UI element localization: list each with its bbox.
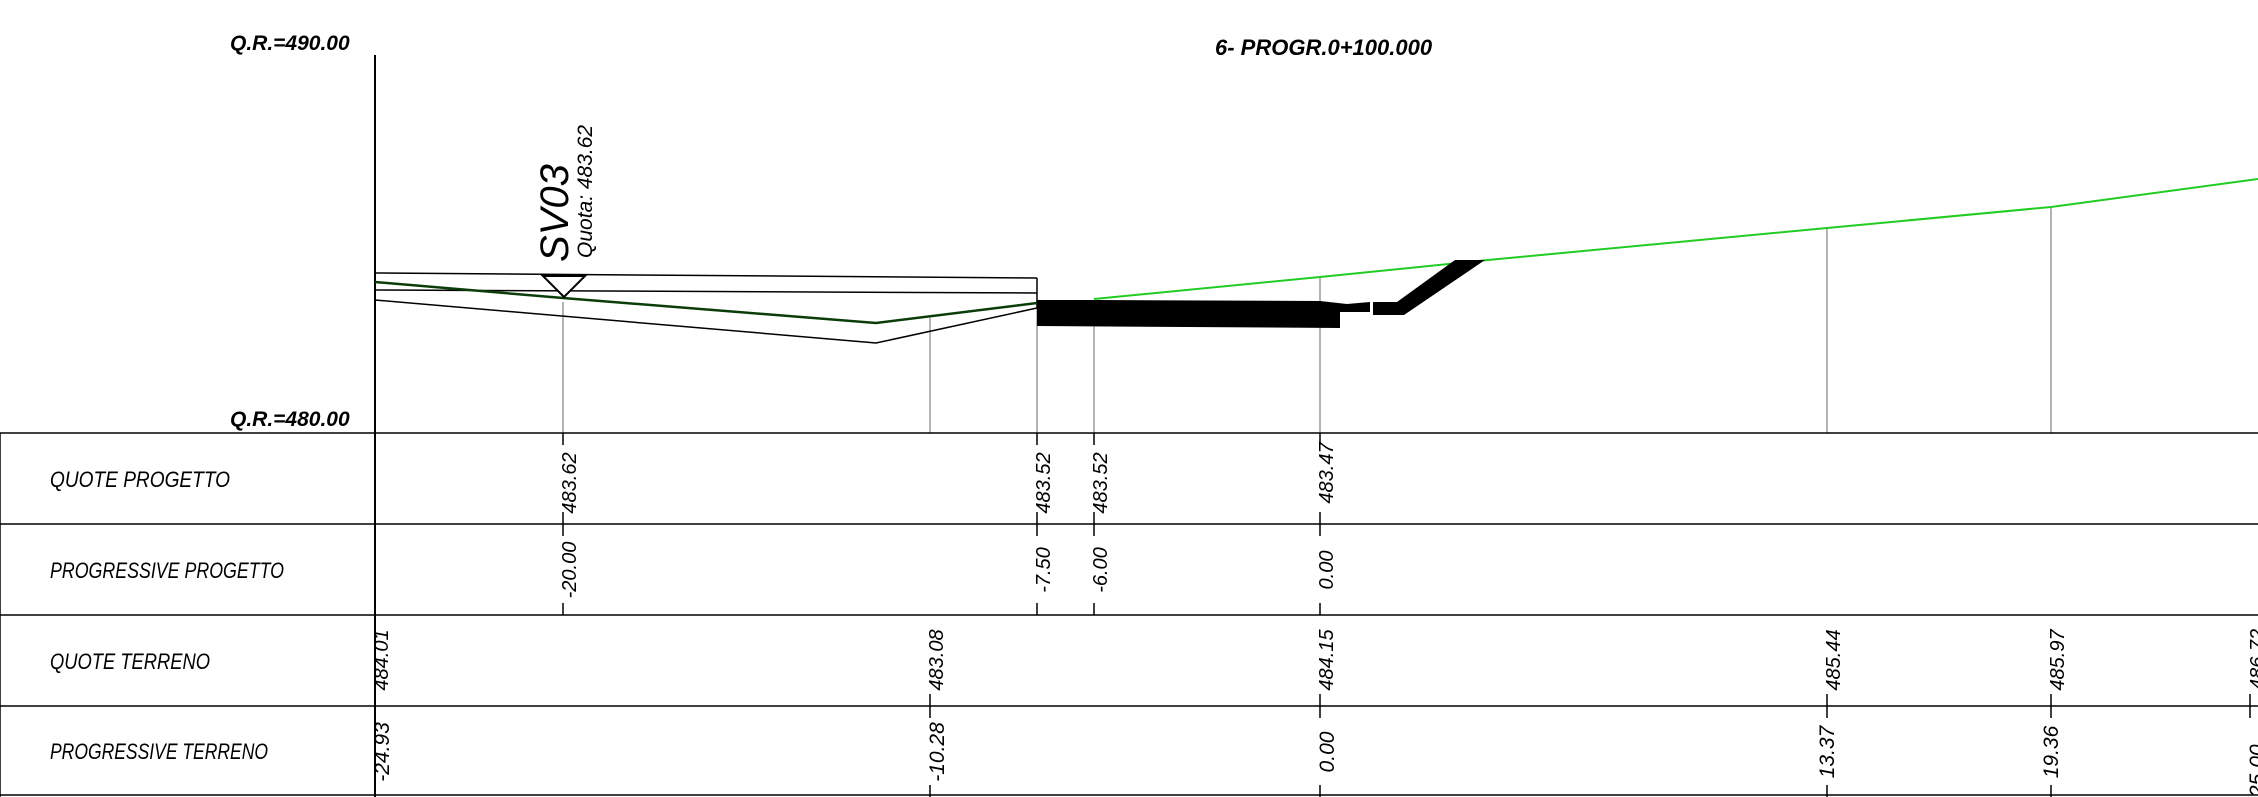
section-title: 6- PROGR.0+100.000: [1215, 35, 1433, 60]
quote-terreno-value: 484.15: [1316, 629, 1338, 691]
progressive-terreno-value: 19.36: [2040, 725, 2063, 778]
survey-marker-icon: [540, 275, 588, 299]
qr-top-label: Q.R.=490.00: [230, 32, 350, 55]
quote-progetto-value: 483.47: [1316, 442, 1338, 504]
progressive-progetto-value: 0.00: [1316, 551, 1338, 590]
progressive-progetto-value: -20.00: [559, 542, 581, 599]
data-table: [0, 432, 2258, 797]
table-ticks: [374, 433, 2251, 797]
ground-line: [1093, 178, 2258, 300]
quote-terreno-value: 486.72: [2247, 629, 2258, 690]
embankment-wedge: [1373, 260, 1485, 315]
quote-terreno-value: 485.44: [1823, 629, 1845, 690]
progressive-terreno-value: 25.00: [2246, 744, 2258, 797]
row-label-quote-terreno: QUOTE TERRENO: [50, 649, 210, 674]
survey-marker-elevation: Quota: 483.62: [574, 125, 597, 258]
quote-progetto-value: 483.52: [1033, 452, 1055, 513]
existing-layers: [374, 272, 1038, 344]
quote-progetto-value: 483.52: [1090, 452, 1112, 513]
row-label-quote-progetto: QUOTE PROGETTO: [50, 467, 230, 492]
quote-progetto-value: 483.62: [559, 452, 581, 513]
quote-terreno-value: 483.08: [926, 629, 948, 690]
row-label-progressive-progetto: PROGRESSIVE PROGETTO: [50, 558, 284, 583]
progressive-terreno-value: -24.93: [371, 722, 394, 782]
progressive-terreno-value: 13.37: [1816, 724, 1839, 778]
progressive-terreno-value: -10.28: [926, 722, 949, 782]
survey-marker-code: SV03: [533, 164, 577, 262]
progressive-progetto-value: -7.50: [1033, 547, 1055, 593]
row-label-progressive-terreno: PROGRESSIVE TERRENO: [50, 739, 268, 764]
progressive-progetto-value: -6.00: [1090, 547, 1112, 593]
quote-terreno-value: 485.97: [2047, 629, 2069, 691]
quote-terreno-value: 484.01: [371, 629, 393, 690]
road-structure: [1037, 300, 1370, 328]
progressive-terreno-value: 0.00: [1316, 731, 1339, 772]
qr-bottom-label: Q.R.=480.00: [230, 408, 350, 431]
project-line: [374, 280, 1038, 325]
